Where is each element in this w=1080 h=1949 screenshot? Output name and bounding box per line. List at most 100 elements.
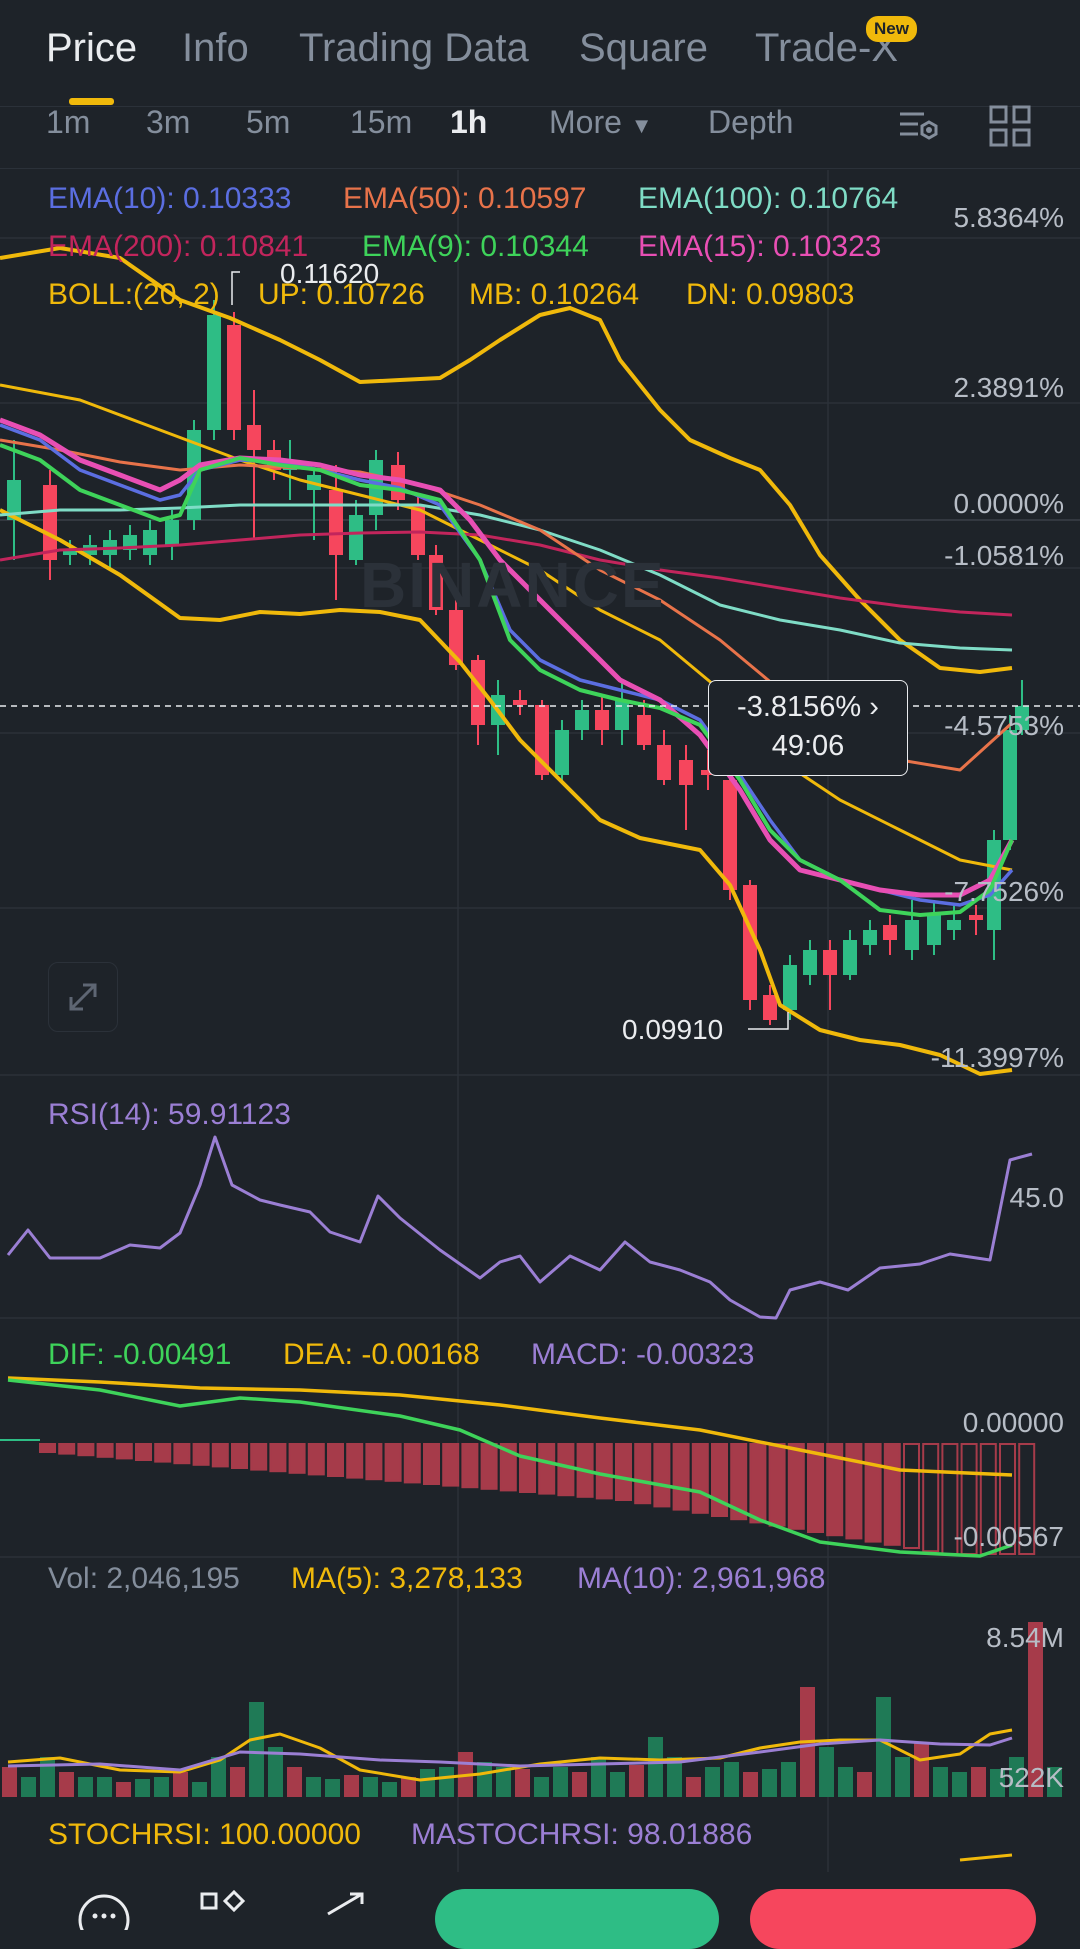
interval-1h[interactable]: 1h <box>450 104 488 140</box>
volume-bar <box>344 1775 359 1797</box>
ema200-legend: EMA(200): 0.10841 <box>48 230 309 263</box>
chevron-right-icon: › <box>869 691 879 723</box>
volume-bar <box>2 1767 17 1797</box>
interval-15m[interactable]: 15m <box>350 104 413 140</box>
candle-body <box>471 660 485 725</box>
candle-body <box>575 710 589 730</box>
macd-histogram-bar <box>384 1443 402 1482</box>
volume-bar <box>382 1782 397 1797</box>
macd-histogram-bar <box>461 1443 479 1489</box>
macd-histogram-bar <box>154 1443 172 1463</box>
macd-histogram-bar <box>442 1443 460 1487</box>
ema200-line <box>0 530 1013 617</box>
macd-histogram-bar <box>403 1443 421 1484</box>
volume-bar <box>705 1767 720 1797</box>
vol-axis-bottom: 522K <box>998 1762 1064 1793</box>
macd-histogram-bar <box>519 1443 536 1493</box>
sub-indicators <box>0 1135 1062 1862</box>
macd-histogram-bar <box>595 1443 613 1500</box>
candle-body <box>637 715 651 745</box>
candle-countdown: 49:06 <box>771 730 845 762</box>
mastochrsi-legend: MASTOCHRSI: 98.01886 <box>411 1818 753 1851</box>
tab-price[interactable]: Price <box>46 26 138 70</box>
macd-histogram-bar <box>691 1443 709 1514</box>
ema100-line <box>0 503 1013 652</box>
interval-1m[interactable]: 1m <box>46 104 91 140</box>
indicator-lines <box>0 246 1015 1076</box>
volume-bar <box>781 1762 796 1797</box>
interval-3m[interactable]: 3m <box>146 104 191 140</box>
candle-body <box>823 950 837 975</box>
interval-more[interactable]: More ▼ <box>549 104 653 141</box>
candle-body <box>863 930 877 945</box>
price-axis-label: -11.3997% <box>930 1042 1064 1073</box>
interval-divider <box>0 168 1080 169</box>
candle-body <box>763 995 777 1020</box>
macd-histogram-bar <box>864 1443 882 1543</box>
chat-icon[interactable] <box>76 1890 132 1930</box>
ema100-legend: EMA(100): 0.10764 <box>638 182 899 215</box>
volume-bar <box>173 1772 188 1797</box>
macd-dea-legend: DEA: -0.00168 <box>283 1338 480 1371</box>
share-icon[interactable] <box>318 1890 374 1930</box>
vol-ma10-line <box>7 1736 1013 1772</box>
interval-depth[interactable]: Depth <box>708 104 794 140</box>
macd-axis-bottom: -0.00567 <box>953 1521 1064 1552</box>
tab-info[interactable]: Info <box>182 26 249 70</box>
chart-grid <box>0 170 1080 1872</box>
rsi-legend: RSI(14): 59.91123 <box>48 1098 291 1131</box>
candle-body <box>947 920 961 930</box>
macd-histogram-bar <box>672 1443 690 1511</box>
tab-divider <box>0 106 1080 107</box>
price-axis-label: -7.7526% <box>944 876 1064 907</box>
volume-bar <box>762 1769 777 1797</box>
macd-histogram-bar <box>39 1443 56 1453</box>
volume-bar <box>553 1767 568 1797</box>
interval-5m[interactable]: 5m <box>246 104 291 140</box>
volume-bar <box>667 1757 682 1797</box>
volume-bar <box>857 1772 872 1797</box>
ema15-legend: EMA(15): 0.10323 <box>638 230 882 263</box>
candle-body <box>63 550 77 555</box>
macd-dif-legend: DIF: -0.00491 <box>48 1338 232 1371</box>
macd-histogram-bar <box>135 1443 152 1461</box>
macd-histogram-bar <box>826 1443 844 1537</box>
volume-bar <box>287 1767 302 1797</box>
boll-mb-legend: MB: 0.10264 <box>469 278 640 311</box>
macd-histogram-bar <box>250 1443 268 1471</box>
active-tab-indicator <box>69 98 114 105</box>
ema10-legend: EMA(10): 0.10333 <box>48 182 292 215</box>
buy-button[interactable] <box>435 1889 719 1949</box>
macd-histogram-bar <box>77 1443 95 1457</box>
candle-body <box>513 700 527 705</box>
macd-histogram-bar <box>96 1443 114 1458</box>
fullscreen-button[interactable] <box>48 962 118 1032</box>
volume-bar <box>743 1772 758 1797</box>
tab-trading-data[interactable]: Trading Data <box>299 26 529 70</box>
macd-histogram-bar <box>653 1443 671 1508</box>
countdown-tooltip[interactable]: -3.8156% › 49:06 <box>708 680 908 776</box>
volume-bar <box>572 1772 587 1797</box>
candle-body <box>7 480 21 520</box>
boll-legend: BOLL:(20, 2) <box>48 278 220 311</box>
volume-bar <box>534 1777 549 1797</box>
tab-square[interactable]: Square <box>579 26 708 70</box>
ema50-legend: EMA(50): 0.10597 <box>343 182 587 215</box>
indicator-settings-icon[interactable] <box>896 104 940 148</box>
vol-legend: Vol: 2,046,195 <box>48 1562 240 1595</box>
candle-body <box>207 315 221 430</box>
boll-up-legend: UP: 0.10726 <box>258 278 425 311</box>
volume-bar <box>154 1777 169 1797</box>
more-apps-icon[interactable] <box>198 1890 254 1930</box>
candle-body <box>927 915 941 945</box>
volume-bar <box>97 1777 112 1797</box>
volume-bar <box>648 1737 663 1797</box>
volume-bar <box>971 1767 986 1797</box>
volume-bar <box>933 1767 948 1797</box>
candle-body <box>701 770 715 775</box>
sell-button[interactable] <box>750 1889 1036 1949</box>
macd-histogram-bar <box>749 1443 767 1524</box>
layout-grid-icon[interactable] <box>988 104 1032 148</box>
macd-histogram-bar <box>192 1443 210 1466</box>
